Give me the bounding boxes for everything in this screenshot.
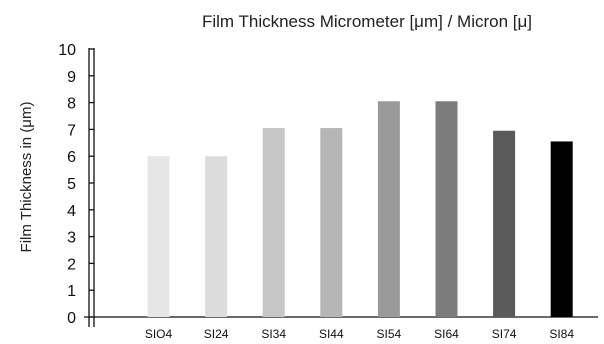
y-axis-label: Film Thickness in (μm): [18, 102, 35, 253]
bar-si24: [205, 156, 228, 317]
x-tick-label: SI84: [549, 327, 574, 341]
bar-si34: [262, 128, 285, 317]
x-tick-label: SI24: [204, 327, 229, 341]
bar-si64: [435, 101, 458, 317]
y-tick-label: 8: [67, 96, 76, 113]
bars-group: [147, 101, 573, 317]
bar-si84: [550, 141, 573, 317]
y-tick-label: 6: [67, 149, 76, 166]
y-tick-label: 10: [58, 42, 76, 59]
x-tick-label: SIO4: [145, 327, 173, 341]
x-tick-label: SI34: [261, 327, 286, 341]
y-tick-label: 9: [67, 69, 76, 86]
y-tick-label: 4: [67, 203, 76, 220]
y-tick-label: 2: [67, 256, 76, 273]
x-tick-label: SI44: [319, 327, 344, 341]
bar-si74: [493, 130, 516, 317]
y-tick-label: 7: [67, 122, 76, 139]
bar-sio4: [147, 156, 170, 317]
y-tick-label: 5: [67, 176, 76, 193]
x-tick-label: SI64: [434, 327, 459, 341]
y-tick-label: 3: [67, 230, 76, 247]
bar-si54: [377, 101, 400, 317]
y-axis: 0 1 2 3 4 5 6 7 8 9 10: [58, 42, 95, 327]
chart-title: Film Thickness Micrometer [μm] / Micron …: [202, 12, 532, 31]
y-tick-label: 1: [67, 283, 76, 300]
x-tick-label: SI54: [377, 327, 402, 341]
x-tick-label: SI74: [492, 327, 517, 341]
x-tick-labels: SIO4 SI24 SI34 SI44 SI54 SI64 SI74 SI84: [145, 327, 575, 341]
y-tick-label: 0: [67, 310, 76, 327]
bar-si44: [320, 128, 343, 317]
